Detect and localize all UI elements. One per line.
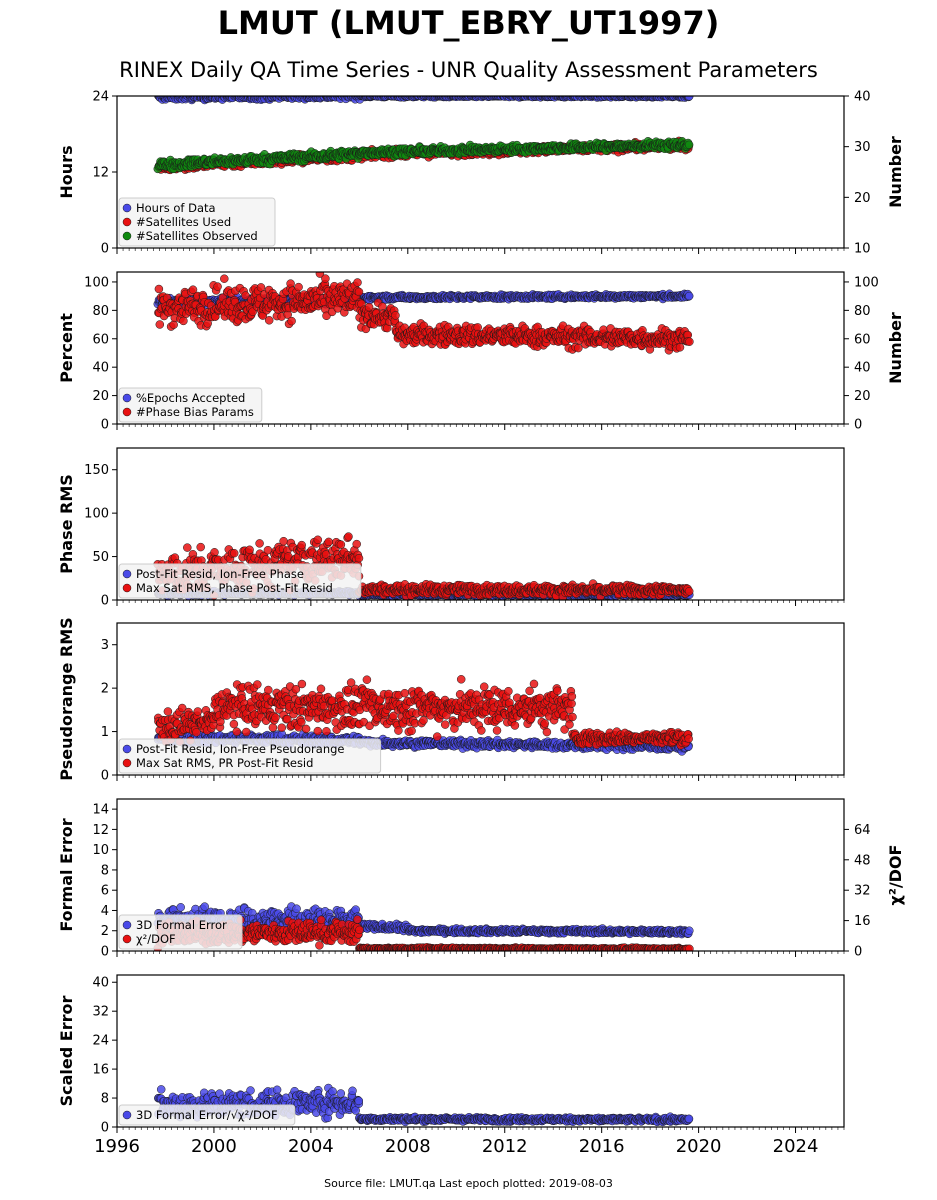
panel-2: 0 20 40 60 80 100 Percent 0 20 40 60 80 100 Number %Ep… xyxy=(57,271,905,433)
y2-tick-label: 30 xyxy=(854,140,871,155)
point-red xyxy=(264,316,274,325)
y-axis-label: Percent xyxy=(57,313,76,383)
point-red xyxy=(574,343,583,353)
y-tick-label: 40 xyxy=(92,361,109,376)
legend-label: #Satellites Observed xyxy=(136,229,258,243)
legend-label: #Satellites Used xyxy=(136,215,231,229)
chart-subtitle: RINEX Daily QA Time Series - UNR Quality… xyxy=(119,58,818,82)
point-red xyxy=(685,337,694,346)
point-red xyxy=(220,274,229,283)
point-red xyxy=(675,343,685,352)
chart-title: LMUT (LMUT_EBRY_UT1997) xyxy=(217,4,720,42)
y-tick-label: 24 xyxy=(92,90,109,105)
point-red xyxy=(286,279,295,288)
y2-tick-label: 100 xyxy=(854,275,879,290)
point-red xyxy=(155,320,165,329)
legend-label: Hours of Data xyxy=(136,201,216,215)
points-panel-2 xyxy=(153,272,694,355)
y-axis-label: Hours xyxy=(57,145,76,198)
y2-axis-label: Number xyxy=(886,136,905,208)
y2-tick-label: 60 xyxy=(854,332,871,347)
point-red xyxy=(321,274,330,283)
y2-tick-label: 20 xyxy=(854,389,871,404)
y-tick-label: 60 xyxy=(92,332,109,347)
point-red xyxy=(179,316,188,326)
point-red xyxy=(213,282,222,291)
y2-tick-label: 0 xyxy=(854,418,862,433)
legend-marker xyxy=(122,231,132,241)
y2-tick-label: 40 xyxy=(854,361,871,376)
point-red xyxy=(353,278,362,287)
y-tick-label: 20 xyxy=(92,389,109,404)
point-red xyxy=(354,287,364,297)
y-tick-label: 12 xyxy=(92,166,109,181)
y-tick-label: 100 xyxy=(84,275,109,290)
y2-tick-label: 10 xyxy=(854,242,871,257)
y2-tick-label: 40 xyxy=(854,90,871,105)
point-blue xyxy=(684,291,694,301)
y2-tick-label: 20 xyxy=(854,191,871,206)
point-green xyxy=(684,140,694,150)
legend-marker xyxy=(122,217,132,227)
legend-marker xyxy=(122,393,132,403)
legend-label: %Epochs Accepted xyxy=(136,391,245,405)
legend-marker xyxy=(122,407,132,417)
y2-tick-label: 80 xyxy=(854,304,871,319)
y2-axis-label: Number xyxy=(886,312,905,384)
y-tick-label: 80 xyxy=(92,304,109,319)
point-red xyxy=(391,311,400,320)
point-red xyxy=(294,282,303,292)
point-red xyxy=(154,284,164,294)
legend-label: #Phase Bias Params xyxy=(136,405,254,419)
point-red xyxy=(287,316,296,326)
y-tick-label: 0 xyxy=(101,418,109,433)
legend-marker xyxy=(122,203,132,213)
point-red xyxy=(378,302,387,311)
y-tick-label: 0 xyxy=(101,242,109,257)
points-panel-1 xyxy=(153,96,694,175)
